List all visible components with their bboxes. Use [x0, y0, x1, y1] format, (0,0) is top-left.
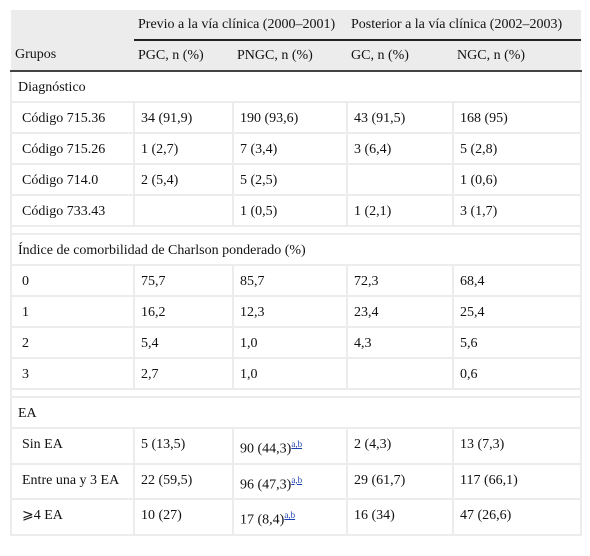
cell: 2 (4,3) — [346, 427, 455, 465]
row-label: Código 714.0 — [10, 163, 135, 196]
footnote-ref: a,b — [291, 475, 302, 485]
cell: 13 (7,3) — [452, 427, 583, 465]
data-row: 0 75,7 85,7 72,3 68,4 — [10, 264, 583, 297]
cell: 3 (1,7) — [452, 194, 583, 227]
data-table: Previo a la vía clínica (2000–2001) Post… — [9, 10, 583, 536]
cell: 10 (27) — [133, 498, 234, 536]
cell: 5 (13,5) — [133, 427, 234, 465]
cell: 43 (91,5) — [346, 101, 455, 134]
footnote-ref: a,b — [284, 510, 295, 520]
section-row: Diagnóstico — [9, 70, 583, 103]
cell — [133, 194, 234, 227]
column-header: PGC, n (%) — [134, 39, 233, 72]
span-header: Previo a la vía clínica (2000–2001) — [134, 10, 348, 40]
cell: 4,3 — [346, 326, 455, 359]
cell: 1,0 — [231, 326, 349, 359]
section-title: Diagnóstico — [9, 70, 583, 103]
row-label: Código 715.26 — [10, 132, 135, 165]
row-label: 0 — [10, 264, 135, 297]
cell: 96 (47,3)a,b — [231, 462, 349, 501]
cell: 5,6 — [452, 326, 583, 359]
cell: 17 (8,4)a,b — [231, 498, 349, 536]
data-row: 3 2,7 1,0 0,6 — [10, 357, 583, 390]
cell: 47 (26,6) — [452, 498, 583, 536]
cell: 75,7 — [133, 264, 234, 297]
cell: 22 (59,5) — [133, 462, 234, 501]
cell — [346, 163, 455, 196]
cell: 1 (2,7) — [133, 132, 234, 165]
spacer-cell — [9, 225, 583, 235]
footnote-link[interactable]: a,b — [291, 474, 303, 485]
cell: 7 (3,4) — [231, 132, 349, 165]
data-row: Código 715.26 1 (2,7) 7 (3,4) 3 (6,4) 5 (2,8… — [10, 132, 583, 165]
cell: 2,7 — [133, 357, 234, 390]
data-row: Código 715.36 34 (91,9) 190 (93,6) 43 (91,5… — [10, 101, 583, 134]
cell: 12,3 — [231, 295, 349, 328]
cell-text: 17 (8,4) — [240, 512, 285, 528]
cell: 168 (95) — [452, 101, 583, 134]
cell: 29 (61,7) — [346, 462, 455, 501]
column-header: PNGC, n (%) — [233, 39, 348, 72]
cell: 16 (34) — [346, 498, 455, 536]
row-label: Entre una y 3 EA — [10, 462, 135, 501]
row-label: 3 — [10, 357, 135, 390]
cell-text: 90 (44,3) — [240, 441, 292, 457]
cell: 72,3 — [346, 264, 455, 297]
data-row: 2 5,4 1,0 4,3 5,6 — [10, 326, 583, 359]
cell: 1,0 — [231, 357, 349, 390]
cell-text: 96 (47,3) — [240, 477, 292, 493]
cell: 34 (91,9) — [133, 101, 234, 134]
cell: 25,4 — [452, 295, 583, 328]
cell: 23,4 — [346, 295, 455, 328]
row-label: Código 715.36 — [10, 101, 135, 134]
footnote-ref: a,b — [291, 439, 302, 449]
cell: 5 (2,8) — [452, 132, 583, 165]
cell: 3 (6,4) — [346, 132, 455, 165]
row-label: Código 733.43 — [10, 194, 135, 227]
cell: 1 (0,5) — [231, 194, 349, 227]
empty-header — [11, 10, 134, 40]
cell: 85,7 — [231, 264, 349, 297]
cell: 2 (5,4) — [133, 163, 234, 196]
row-label: ⩾4 EA — [10, 498, 135, 536]
cell: 1 (2,1) — [346, 194, 455, 227]
spacer-cell — [9, 388, 583, 398]
span-header: Posterior a la vía clínica (2002–2003) — [347, 10, 582, 40]
data-row: Código 733.43 1 (0,5) 1 (2,1) 3 (1,7) — [10, 194, 583, 227]
column-header: NGC, n (%) — [453, 39, 582, 72]
section-row: EA — [9, 396, 583, 429]
section-row: Índice de comorbilidad de Charlson ponde… — [9, 233, 583, 266]
cell: 90 (44,3)a,b — [231, 427, 349, 465]
cell: 190 (93,6) — [231, 101, 349, 134]
column-header: GC, n (%) — [347, 39, 454, 72]
data-row: Código 714.0 2 (5,4) 5 (2,5) 1 (0,6) — [10, 163, 583, 196]
data-row: Sin EA 5 (13,5) 90 (44,3)a,b 2 (4,3) 13 (7,3… — [10, 427, 583, 465]
spacer-row — [9, 225, 583, 235]
group-header: Grupos — [11, 40, 134, 72]
cell: 5,4 — [133, 326, 234, 359]
row-label: 1 — [10, 295, 135, 328]
footnote-link[interactable]: a,b — [284, 510, 296, 521]
table-body: Diagnóstico Código 715.36 34 (91,9) 190 (93… — [9, 70, 583, 536]
row-label: 2 — [10, 326, 135, 359]
cell: 1 (0,6) — [452, 163, 583, 196]
spacer-row — [9, 388, 583, 398]
data-row: 1 16,2 12,3 23,4 25,4 — [10, 295, 583, 328]
data-row: ⩾4 EA 10 (27) 17 (8,4)a,b 16 (34) 47 (26,6) — [10, 498, 583, 536]
cell — [346, 357, 455, 390]
cell: 5 (2,5) — [231, 163, 349, 196]
cell: 117 (66,1) — [452, 462, 583, 501]
section-title: EA — [9, 396, 583, 429]
cell: 68,4 — [452, 264, 583, 297]
row-label: Sin EA — [10, 427, 135, 465]
table-header: Previo a la vía clínica (2000–2001) Post… — [11, 10, 582, 72]
data-row: Entre una y 3 EA 22 (59,5) 96 (47,3)a,b 29 … — [10, 462, 583, 501]
footnote-link[interactable]: a,b — [291, 439, 303, 449]
section-title: Índice de comorbilidad de Charlson ponde… — [9, 233, 583, 266]
cell: 16,2 — [133, 295, 234, 328]
cell: 0,6 — [452, 357, 583, 390]
